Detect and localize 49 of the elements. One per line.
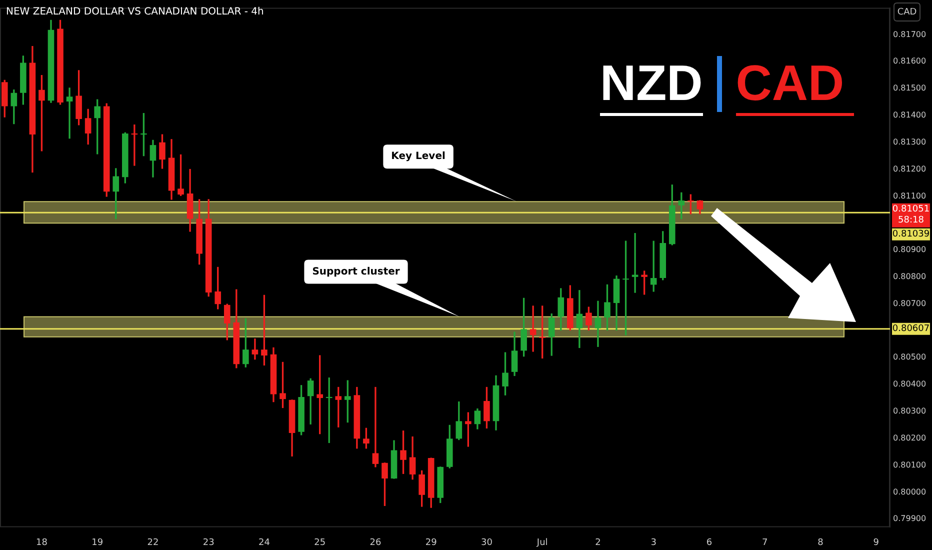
y-tick-label: 0.81300 xyxy=(893,137,926,146)
y-tick-label: 0.81100 xyxy=(893,191,926,200)
x-tick-label: 18 xyxy=(36,538,48,548)
text: 0.81051 xyxy=(892,204,930,215)
x-tick-label: 23 xyxy=(202,538,214,548)
ref-line-label: 0.81039 xyxy=(892,230,930,240)
y-tick-label: 0.80800 xyxy=(893,272,926,281)
band-label: Support cluster xyxy=(312,266,400,278)
y-tick-label: 0.81700 xyxy=(893,30,926,39)
x-tick-label: 6 xyxy=(706,538,712,548)
ref-line-label: 0.80607 xyxy=(892,324,930,334)
x-tick-label: 24 xyxy=(258,538,270,548)
chart-title: NEW ZEALAND DOLLAR VS CANADIAN DOLLAR - 4h xyxy=(6,6,264,18)
candlestick xyxy=(594,300,602,347)
y-tick-label: 0.81600 xyxy=(893,56,926,66)
x-tick-label: 9 xyxy=(873,538,880,548)
candlestick xyxy=(66,88,73,139)
x-tick-label: 2 xyxy=(595,538,601,548)
y-tick-label: 0.81500 xyxy=(893,84,926,93)
y-tick-label: 0.79900 xyxy=(893,514,926,524)
y-tick-label: 0.80300 xyxy=(893,406,926,416)
band-label: Key Level xyxy=(391,151,446,162)
y-tick-label: 0.80700 xyxy=(893,298,926,308)
x-tick-label: 30 xyxy=(480,538,493,548)
y-tick-label: 0.80200 xyxy=(893,433,926,442)
y-tick-label: 0.80900 xyxy=(893,245,926,254)
y-tick-label: 0.80100 xyxy=(893,460,926,470)
candlestick xyxy=(252,338,258,360)
y-tick-label: 0.81200 xyxy=(893,164,926,174)
annotation: CAD xyxy=(736,52,854,116)
x-tick-label: 29 xyxy=(425,538,438,548)
x-tick-label: Jul xyxy=(536,538,548,548)
y-tick-label: 0.80500 xyxy=(893,352,926,362)
x-tick-label: 26 xyxy=(370,538,382,548)
x-tick-label: 7 xyxy=(762,538,768,548)
candlestick xyxy=(576,290,583,348)
candlestick xyxy=(372,386,379,468)
x-tick-label: 8 xyxy=(818,538,824,548)
x-tick-label: 25 xyxy=(314,538,326,548)
x-tick-label: 3 xyxy=(650,538,656,548)
x-tick-label: 19 xyxy=(92,538,104,548)
text: 58:18 xyxy=(898,216,924,226)
candlestick xyxy=(530,306,536,352)
annotation: NZD xyxy=(600,52,703,116)
y-axis-title: CAD xyxy=(897,7,917,18)
y-tick-label: 0.81400 xyxy=(893,110,926,120)
y-tick-label: 0.80000 xyxy=(893,487,926,496)
y-tick-label: 0.80400 xyxy=(893,380,926,389)
x-tick-label: 22 xyxy=(147,538,159,548)
